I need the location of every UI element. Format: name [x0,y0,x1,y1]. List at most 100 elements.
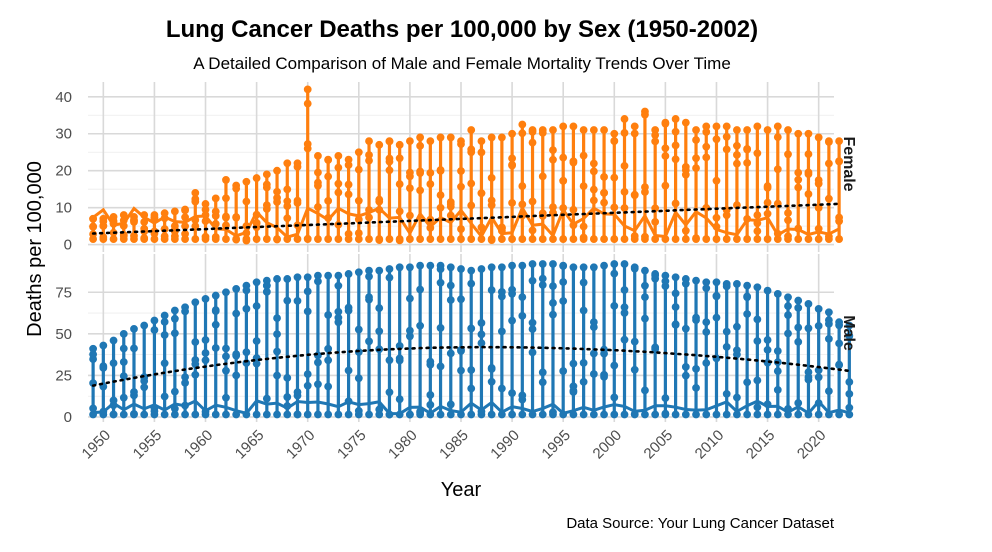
female-point [610,203,619,212]
male-point [569,410,578,419]
male-point [457,410,465,419]
male-point [477,330,486,339]
male-point [559,278,568,286]
male-point [773,410,782,419]
female-point [160,214,169,223]
female-point [170,222,179,230]
female-point [620,188,629,196]
male-point [191,298,200,307]
male-point [743,378,752,387]
female-y-tick-label: 20 [55,163,72,180]
male-point [641,386,649,395]
male-point [395,395,404,404]
female-point [273,187,281,196]
male-point [712,291,721,300]
male-point [630,337,639,346]
male-point [814,322,823,330]
male-point [222,352,230,361]
female-point [283,235,292,243]
male-point [600,349,608,358]
male-point [283,296,292,305]
male-point [211,410,220,419]
male-point [222,288,230,297]
male-point [467,384,476,393]
female-point [569,122,578,131]
female-point [712,135,721,144]
male-point [211,307,220,316]
female-point [702,153,711,162]
female-point [804,170,813,178]
female-point [804,129,813,138]
female-point [528,197,537,206]
female-point [518,129,527,138]
male-point [824,387,833,396]
female-point [324,196,333,205]
male-point [549,299,557,307]
female-point [538,235,547,243]
male-point [487,377,496,386]
female-point [743,126,752,134]
male-point [109,410,118,419]
y-axis-title: Deaths per 100,000 [24,161,46,337]
male-point [773,347,782,355]
male-point [722,410,731,419]
male-point [354,374,363,383]
male-point [845,389,854,398]
male-point [559,367,568,375]
male-point [385,388,394,397]
male-point [497,263,506,272]
female-point [528,127,537,136]
male-point [467,279,476,288]
female-point [303,234,312,243]
x-tick-label: 2010 [692,427,728,463]
male-point [773,290,782,298]
male-point [600,410,608,419]
male-point [252,278,261,287]
female-point [814,179,823,188]
male-point [303,307,312,316]
female-point [794,183,803,192]
male-point [661,409,670,418]
male-point [303,273,312,282]
female-point [222,212,230,221]
female-point [487,133,496,142]
female-point [508,235,516,243]
male-point [487,286,496,294]
male-point [589,370,598,378]
male-point [170,404,179,413]
female-point [692,164,700,173]
female-point [610,173,619,182]
male-point [170,306,179,315]
male-point [804,410,813,419]
female-point [743,145,752,154]
male-point [385,356,394,365]
male-point [814,304,823,313]
male-point [824,410,833,419]
female-point [222,235,230,243]
male-point [681,371,690,380]
male-point [457,265,465,273]
x-axis: 1950 1955 1960 1965 1970 1975 1980 1985 1990 1995… [79,427,830,463]
male-point [242,410,251,419]
female-point [416,169,425,177]
female-point [365,206,373,214]
female-point [181,229,189,238]
female-point [773,122,782,131]
female-point [528,226,537,235]
male-point [733,280,741,288]
female-point [181,213,189,222]
female-point [814,224,823,233]
female-point [671,115,680,123]
female-point [160,232,169,241]
male-point [130,410,138,418]
male-point [150,403,159,412]
female-point [804,235,813,243]
female-point [457,235,465,243]
female-point [559,235,568,243]
female-point [385,157,394,166]
male-point [406,294,414,303]
male-point [109,396,118,405]
male-point [692,313,700,322]
male-point [457,347,465,355]
x-tick-label: 1990 [487,427,523,463]
